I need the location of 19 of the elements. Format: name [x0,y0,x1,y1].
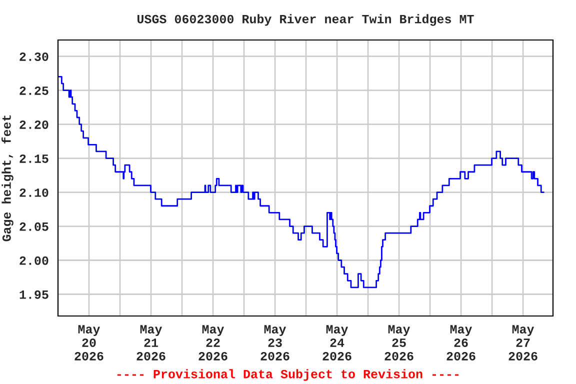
y-tick-label: 2.25 [20,86,48,95]
x-tick-label: May 24 2026 [322,325,352,360]
x-tick-label: May 27 2026 [508,325,538,360]
x-tick-label: May 22 2026 [198,325,228,360]
y-tick-label: 2.30 [20,52,48,61]
text: ---- Provisional Data Subject to Revision ---- [117,369,459,381]
x-tick-label: May 23 2026 [260,325,290,360]
x-tick-label: May 26 2026 [446,325,476,360]
y-tick-label: 2.10 [20,188,48,197]
y-tick-label: 2.00 [20,256,48,265]
x-tick-label: May 20 2026 [74,325,104,360]
y-tick-label: 2.15 [20,154,48,163]
x-tick-label: May 25 2026 [384,325,414,360]
y-tick-label: 2.05 [20,222,48,231]
y-tick-label: 2.20 [20,120,48,129]
chart-title: USGS 06023000 Ruby River near Twin Bridges MT [137,14,474,26]
x-tick-label: May 21 2026 [136,325,166,360]
y-tick-label: 1.95 [20,290,48,299]
y-axis-title: Gage height, feet [2,115,14,242]
